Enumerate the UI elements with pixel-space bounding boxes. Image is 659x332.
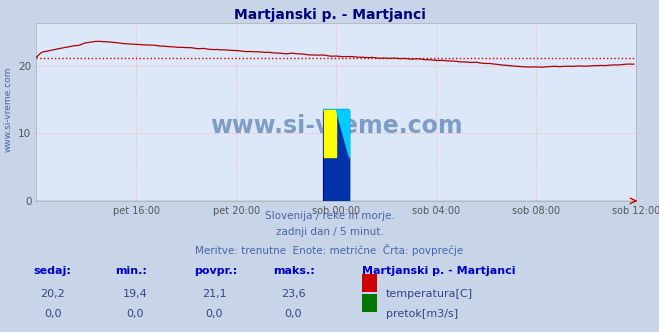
Text: 0,0: 0,0 — [44, 309, 61, 319]
Text: 0,0: 0,0 — [285, 309, 302, 319]
Polygon shape — [324, 110, 349, 204]
Text: www.si-vreme.com: www.si-vreme.com — [210, 114, 463, 138]
Polygon shape — [324, 110, 349, 157]
Text: Slovenija / reke in morje.: Slovenija / reke in morje. — [264, 211, 395, 221]
Text: 20,2: 20,2 — [40, 289, 65, 299]
Text: 0,0: 0,0 — [206, 309, 223, 319]
Text: 19,4: 19,4 — [123, 289, 148, 299]
Polygon shape — [324, 110, 349, 204]
Text: www.si-vreme.com: www.si-vreme.com — [3, 67, 13, 152]
Text: 21,1: 21,1 — [202, 289, 227, 299]
Text: maks.:: maks.: — [273, 266, 315, 276]
Text: temperatura[C]: temperatura[C] — [386, 289, 473, 299]
Text: 23,6: 23,6 — [281, 289, 306, 299]
Text: pretok[m3/s]: pretok[m3/s] — [386, 309, 457, 319]
Polygon shape — [336, 110, 349, 157]
Text: Martjanski p. - Martjanci: Martjanski p. - Martjanci — [362, 266, 516, 276]
Polygon shape — [324, 157, 349, 204]
Polygon shape — [324, 157, 349, 204]
Polygon shape — [324, 110, 349, 204]
Text: sedaj:: sedaj: — [33, 266, 71, 276]
Polygon shape — [324, 110, 336, 157]
Polygon shape — [324, 110, 336, 157]
Polygon shape — [324, 110, 349, 157]
Text: zadnji dan / 5 minut.: zadnji dan / 5 minut. — [275, 227, 384, 237]
Text: povpr.:: povpr.: — [194, 266, 238, 276]
Text: Martjanski p. - Martjanci: Martjanski p. - Martjanci — [233, 8, 426, 22]
Text: 0,0: 0,0 — [127, 309, 144, 319]
Text: Meritve: trenutne  Enote: metrične  Črta: povprečje: Meritve: trenutne Enote: metrične Črta: … — [195, 244, 464, 256]
Text: min.:: min.: — [115, 266, 147, 276]
